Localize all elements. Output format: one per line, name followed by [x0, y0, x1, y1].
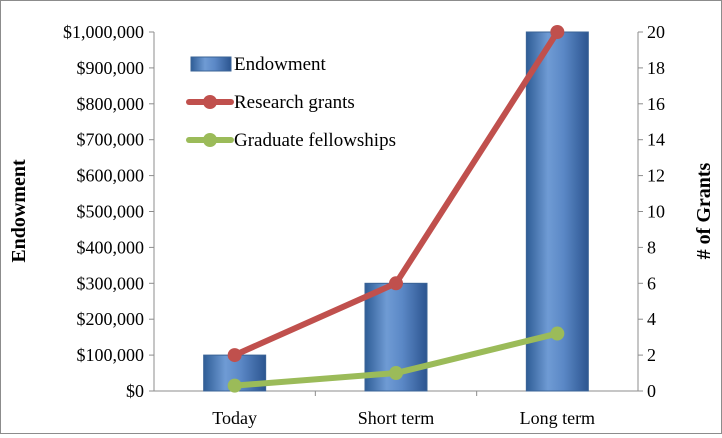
y-axis-left-title: Endowment [8, 159, 30, 263]
x-tick-label: Long term [520, 408, 595, 428]
y-tick-label-right: 10 [647, 202, 665, 222]
y-tick-label-right: 20 [647, 22, 665, 42]
point-research-grants [227, 348, 242, 363]
point-research-grants [389, 276, 403, 291]
legend-swatch-endowment [190, 56, 232, 72]
point-graduate-fellowships [389, 366, 403, 381]
y-tick-label-right: 0 [647, 381, 656, 401]
legend-label-research-grants: Research grants [234, 92, 355, 113]
y-tick-label-left: $800,000 [77, 94, 145, 114]
y-tick-label-right: 14 [647, 130, 665, 150]
y-tick-label-left: $700,000 [77, 130, 145, 150]
point-graduate-fellowships [227, 378, 242, 393]
x-tick-label: Short term [358, 408, 435, 428]
y-tick-label-right: 12 [647, 166, 665, 186]
y-tick-label-left: $0 [126, 381, 144, 401]
x-tick-labels: Today Short term Long term [212, 391, 595, 428]
point-research-grants [550, 25, 565, 39]
legend: Endowment Research grants Graduate fellows… [186, 54, 396, 151]
y-tick-label-left: $500,000 [77, 202, 145, 222]
y-tick-label-left: $200,000 [77, 309, 145, 329]
y-axis-right-title: # of Grants [693, 162, 715, 259]
y-tick-label-left: $1,000,000 [63, 22, 144, 42]
y-ticks-left: $0 $100,000 $200,000 $300,000 $400,000 $500,0… [63, 22, 154, 401]
y-tick-label-left: $300,000 [77, 273, 145, 293]
point-graduate-fellowships [550, 326, 565, 341]
x-tick-label: Today [212, 408, 257, 428]
y-tick-label-right: 2 [647, 345, 656, 365]
legend-marker-research-grants [203, 95, 217, 109]
y-tick-label-right: 8 [647, 237, 656, 257]
line-series [227, 25, 565, 393]
y-tick-label-left: $600,000 [77, 166, 145, 186]
y-tick-label-right: 18 [647, 58, 665, 78]
y-tick-label-right: 16 [647, 94, 665, 114]
legend-marker-graduate-fellowships [203, 133, 217, 147]
y-tick-label-right: 4 [647, 309, 656, 329]
y-tick-label-left: $400,000 [77, 237, 145, 257]
legend-label-endowment: Endowment [234, 54, 327, 75]
y-ticks-right: 0 2 4 6 8 10 12 14 16 18 20 [638, 22, 665, 401]
y-tick-label-left: $100,000 [77, 345, 145, 365]
y-tick-label-left: $900,000 [77, 58, 145, 78]
y-tick-label-right: 6 [647, 273, 656, 293]
legend-label-graduate-fellowships: Graduate fellowships [234, 130, 396, 151]
